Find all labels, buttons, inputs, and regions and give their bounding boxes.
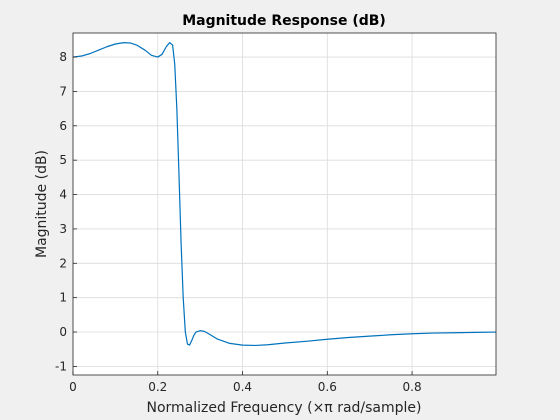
grid-lines (72, 33, 496, 375)
x-tick-label: 0.2 (148, 380, 167, 394)
chart-title: Magnitude Response (dB) (182, 13, 386, 29)
y-tick-label: 7 (59, 84, 67, 98)
y-tick-label: 0 (59, 325, 67, 339)
y-tick-label: 6 (59, 119, 67, 133)
curve-layer (72, 42, 497, 347)
y-tick-label: 2 (59, 256, 67, 270)
x-axis-ticks: 0 0.2 0.4 0.6 0.8 (69, 371, 422, 394)
magnitude-curve (72, 42, 497, 347)
x-tick-label: 0.8 (403, 380, 422, 394)
y-tick-label: 5 (59, 153, 67, 167)
y-tick-label: -1 (55, 359, 67, 373)
x-tick-label: 0.4 (233, 380, 252, 394)
y-tick-label: 1 (59, 291, 67, 305)
y-tick-label: 3 (59, 222, 67, 236)
y-tick-label: 8 (59, 50, 67, 64)
y-axis-ticks: -1 0 1 2 3 4 5 6 7 8 (55, 50, 77, 373)
y-tick-label: 4 (59, 188, 67, 202)
x-tick-label: 0 (69, 380, 77, 394)
x-tick-label: 0.6 (318, 380, 337, 394)
plot-frame (72, 32, 497, 376)
x-axis-label: Normalized Frequency (×π rad/sample) (147, 400, 422, 416)
y-axis-label: Magnitude (dB) (34, 150, 50, 258)
plot-area (73, 33, 496, 375)
